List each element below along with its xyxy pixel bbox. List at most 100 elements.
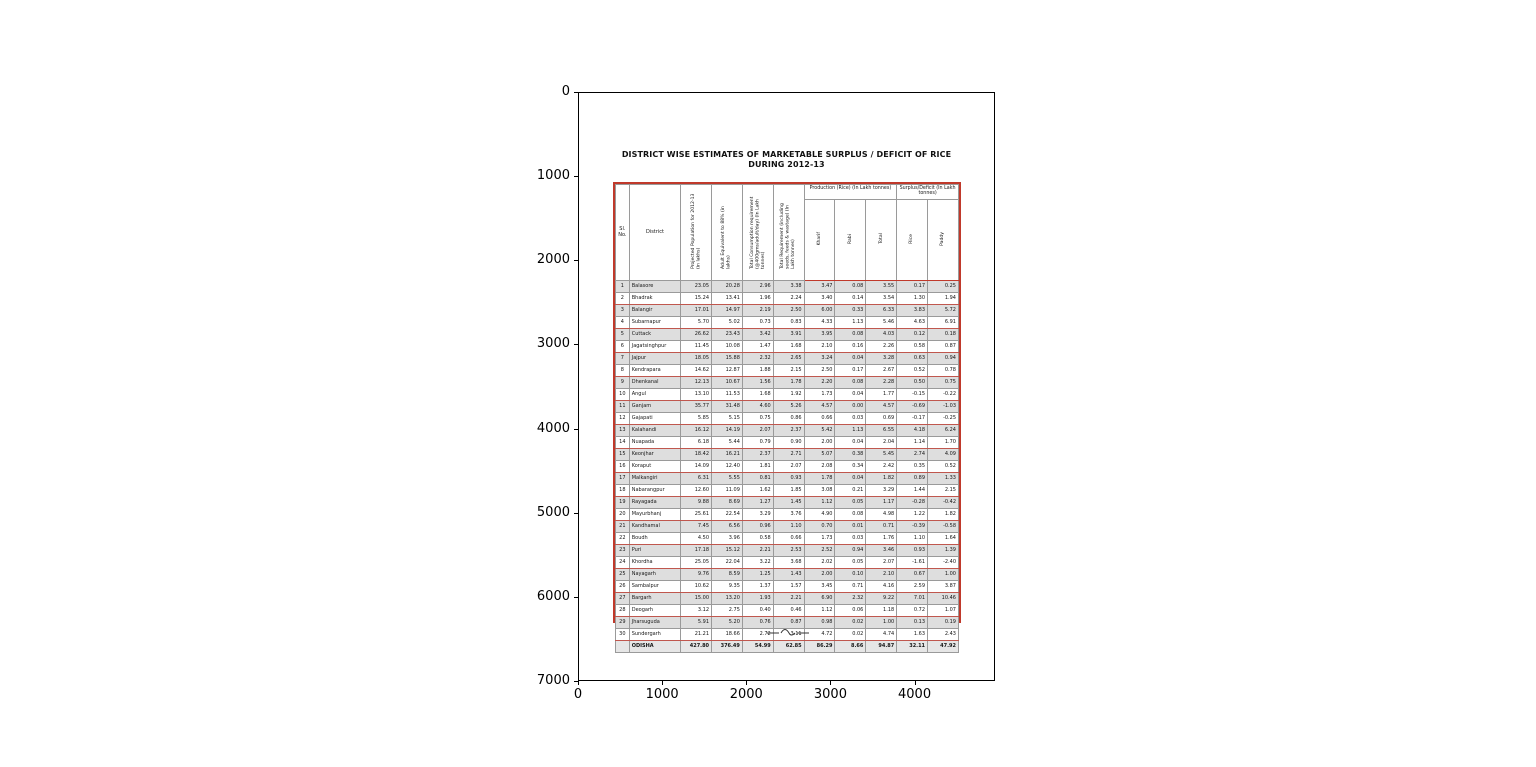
value-cell: 2.08 (803, 460, 836, 473)
value-cell: -0.39 (896, 520, 929, 533)
value-cell: 3.40 (803, 292, 836, 305)
col-header-production-group: Production (Rice) (In Lakh tonnes) (803, 184, 898, 200)
sl-cell: 20 (615, 508, 630, 521)
y-tick-label: 0 (561, 84, 570, 99)
y-tick-mark (574, 176, 578, 178)
value-cell: 2.10 (865, 568, 898, 581)
value-cell: 14.09 (680, 460, 713, 473)
value-cell: 0.00 (834, 400, 867, 413)
value-cell: 12.13 (680, 376, 713, 389)
value-cell: 18.05 (680, 352, 713, 365)
value-cell: 3.95 (803, 328, 836, 341)
y-tick-label: 2000 (536, 252, 570, 268)
table-row: 24 Khordha 25.05 22.04 3.22 3.68 2.02 0.05 2.07-… (615, 556, 959, 569)
district-cell: Malkangiri (628, 472, 682, 485)
value-cell: 12.60 (680, 484, 713, 497)
value-cell: 0.94 (834, 544, 867, 557)
value-cell: 0.08 (834, 508, 867, 521)
value-cell: 5.46 (865, 316, 898, 329)
value-cell: 0.05 (834, 496, 867, 509)
value-cell: 0.78 (927, 364, 959, 377)
value-cell: 15.00 (680, 592, 713, 605)
value-cell: 3.55 (865, 280, 898, 293)
total-value-cell: 47.92 (927, 640, 959, 653)
value-cell: 22.54 (711, 508, 743, 521)
sl-cell: 7 (615, 352, 630, 365)
value-cell: 25.05 (680, 556, 713, 569)
value-cell: 0.08 (834, 376, 867, 389)
value-cell: 2.26 (865, 340, 898, 353)
value-cell: 5.72 (927, 304, 959, 317)
y-tick-label: 1000 (536, 168, 570, 184)
value-cell: 2.15 (927, 484, 959, 497)
value-cell: 0.14 (834, 292, 867, 305)
header-row-groups: Sl. No. District Projected Population for … (615, 184, 959, 281)
value-cell: 18.66 (711, 628, 743, 641)
value-cell: 0.05 (834, 556, 867, 569)
value-cell: 6.33 (865, 304, 898, 317)
value-cell: 2.52 (803, 544, 836, 557)
value-cell: 3.83 (896, 304, 929, 317)
value-cell: 5.45 (865, 448, 898, 461)
value-cell: 4.63 (896, 316, 929, 329)
document-title-line2: DURING 2012-13 (748, 160, 825, 170)
value-cell: 0.83 (772, 316, 805, 329)
value-cell: 3.12 (680, 604, 713, 617)
value-cell: -0.25 (927, 412, 959, 425)
value-cell: 4.98 (865, 508, 898, 521)
value-cell: 20.28 (711, 280, 743, 293)
value-cell: 2.21 (772, 592, 805, 605)
district-cell: Cuttack (628, 328, 682, 341)
col-header-total-consumption-text: Total Consumption requirement (@400gms/a… (749, 196, 766, 270)
y-tick-label: 4000 (536, 420, 570, 436)
value-cell: 0.58 (741, 532, 774, 545)
value-cell: 0.40 (741, 604, 774, 617)
value-cell: -0.15 (896, 388, 929, 401)
value-cell: 5.02 (711, 316, 743, 329)
value-cell: 6.90 (803, 592, 836, 605)
value-cell: 0.79 (741, 436, 774, 449)
table-row: 10 Angul 13.10 11.53 1.68 1.92 1.73 0.04 1.77 -0.… (615, 388, 959, 401)
value-cell: -0.58 (927, 520, 959, 533)
value-cell: 1.77 (865, 388, 898, 401)
value-cell: 0.19 (927, 616, 959, 629)
value-cell: 0.72 (896, 604, 929, 617)
x-tick-label: 3000 (813, 687, 847, 702)
value-cell: 0.04 (834, 436, 867, 449)
value-cell: 14.62 (680, 364, 713, 377)
sl-cell: 27 (615, 592, 630, 605)
table-row: 28 Deogarh 3.12 2.75 0.40 0.46 1.12 0.06 1.18 0.7… (615, 604, 959, 617)
value-cell: 0.13 (896, 616, 929, 629)
document-title: DISTRICT WISE ESTIMATES OF MARKETABLE SU… (579, 150, 994, 171)
value-cell: 0.86 (772, 412, 805, 425)
table-header: Sl. No. District Projected Population for … (615, 184, 959, 281)
district-table: Sl. No. District Projected Population for … (615, 184, 959, 653)
table-row: 7 Jajpur 18.05 15.88 2.32 2.65 3.24 0.04 3.28 0.6… (615, 352, 959, 365)
value-cell: 10.08 (711, 340, 743, 353)
col-header-kharif: Kharif (803, 199, 836, 281)
col-header-sl-no: Sl. No. (615, 184, 630, 281)
value-cell: 2.43 (927, 628, 959, 641)
col-header-total-text: Total (878, 233, 884, 245)
value-cell: 3.46 (865, 544, 898, 557)
table-row: 12 Gajapati 5.85 5.15 0.75 0.86 0.66 0.03 0.69 -0… (615, 412, 959, 425)
sl-cell: 29 (615, 616, 630, 629)
value-cell: 1.82 (927, 508, 959, 521)
value-cell: 1.85 (772, 484, 805, 497)
value-cell: 13.41 (711, 292, 743, 305)
y-tick-mark (574, 428, 578, 430)
col-header-paddy: Paddy (927, 199, 959, 281)
district-table-wrap: Sl. No. District Projected Population for … (613, 182, 961, 653)
value-cell: 3.47 (803, 280, 836, 293)
value-cell: 4.50 (680, 532, 713, 545)
x-tick-mark (662, 681, 664, 685)
value-cell: 11.09 (711, 484, 743, 497)
value-cell: 2.42 (865, 460, 898, 473)
district-cell: Deogarh (628, 604, 682, 617)
value-cell: 3.08 (803, 484, 836, 497)
district-cell: Keonjhar (628, 448, 682, 461)
value-cell: 1.73 (803, 388, 836, 401)
col-header-total: Total (865, 199, 898, 281)
value-cell: 1.10 (772, 520, 805, 533)
col-header-district: District (628, 184, 682, 281)
